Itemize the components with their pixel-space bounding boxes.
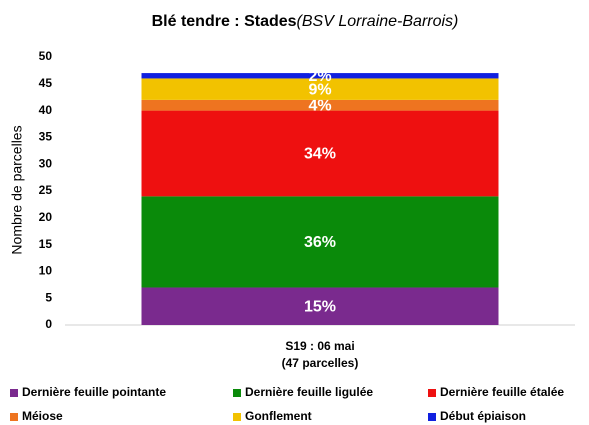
title-group: Blé tendre : Stades(BSV Lorraine-Barrois… <box>152 13 459 30</box>
bar-segment <box>141 110 499 197</box>
bar-segment <box>141 99 499 111</box>
data-label: 4% <box>308 97 331 114</box>
legend-swatch <box>10 413 18 421</box>
chart-subtitle: (BSV Lorraine-Barrois) <box>297 13 459 30</box>
legend-label: Début épiaison <box>440 409 526 423</box>
legend-swatch <box>233 389 241 397</box>
legend-label: Dernière feuille ligulée <box>245 385 373 399</box>
bar-segment <box>141 73 499 79</box>
y-tick-label: 25 <box>39 183 53 197</box>
y-tick-label: 35 <box>39 130 53 144</box>
y-tick-label: 45 <box>39 76 53 90</box>
data-label: 2% <box>308 68 331 85</box>
y-axis-label: Nombre de parcelles <box>9 125 25 254</box>
data-label: 15% <box>304 298 336 315</box>
x-tick-sublabel: (47 parcelles) <box>282 356 359 370</box>
y-tick-label: 5 <box>45 290 52 304</box>
legend-label: Gonflement <box>245 409 312 423</box>
legend-label: Dernière feuille pointante <box>22 385 166 399</box>
y-tick-label: 40 <box>39 103 53 117</box>
bar-segment <box>141 196 499 288</box>
y-tick-label: 10 <box>39 264 53 278</box>
y-tick-label: 20 <box>39 210 53 224</box>
y-tick-label: 15 <box>39 237 53 251</box>
data-label: 9% <box>308 81 331 98</box>
legend-swatch <box>428 389 436 397</box>
y-tick-label: 30 <box>39 156 53 170</box>
legend-label: Dernière feuille étalée <box>440 385 564 399</box>
data-label: 34% <box>304 146 336 163</box>
y-tick-label: 50 <box>39 49 53 63</box>
legend-swatch <box>233 413 241 421</box>
legend-swatch <box>10 389 18 397</box>
bar-segment <box>141 78 499 100</box>
legend-label: Méiose <box>22 409 63 423</box>
bar-segment <box>141 287 499 325</box>
data-label: 36% <box>304 234 336 251</box>
y-tick-label: 0 <box>45 317 52 331</box>
chart-title: Blé tendre : Stades <box>152 13 297 30</box>
x-tick-label: S19 : 06 mai <box>285 339 354 353</box>
legend-swatch <box>428 413 436 421</box>
